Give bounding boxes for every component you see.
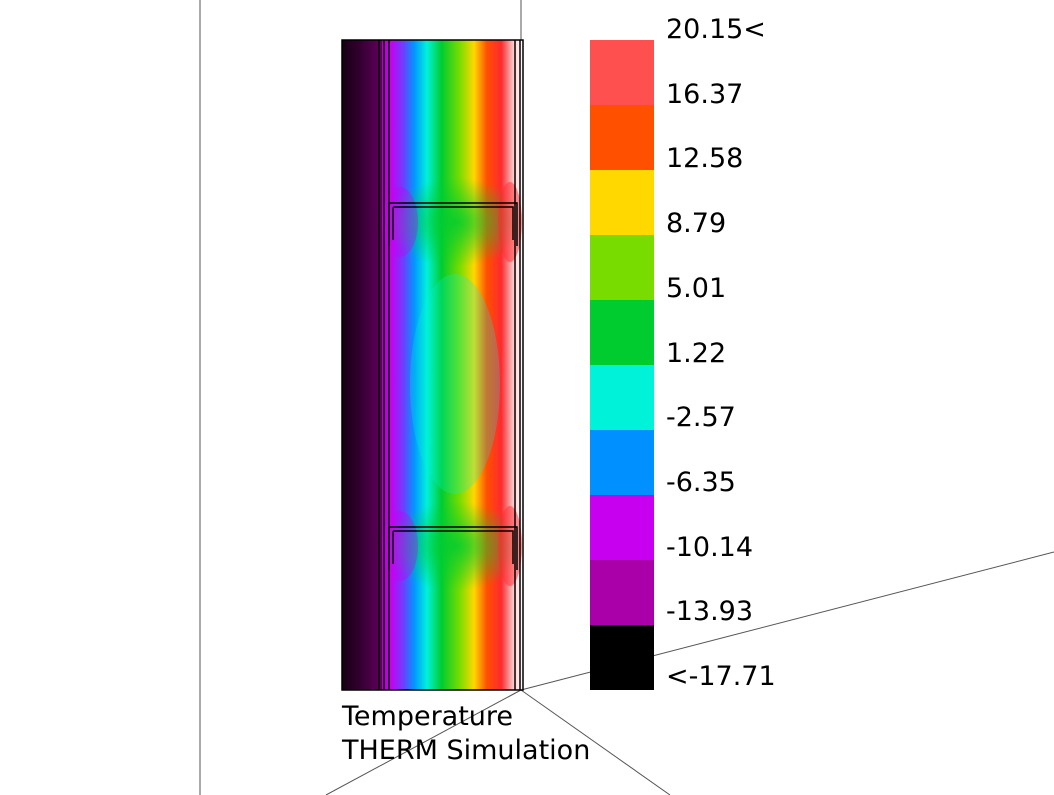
steel-stud-bottom [388,526,518,570]
temperature-field [342,40,525,690]
caption-subtitle: THERM Simulation [342,735,591,766]
legend-label: -2.57 [666,402,736,433]
legend-label: 5.01 [666,273,727,304]
legend-label: 8.79 [666,208,727,239]
legend-label: 1.22 [666,338,727,369]
legend-band [590,560,654,625]
legend-band [590,170,654,235]
legend-label: -13.93 [666,596,754,627]
legend-band [590,365,654,430]
legend-label: -10.14 [666,532,754,563]
legend-band [590,40,654,105]
legend-label: 20.15< [666,14,766,45]
legend-label: 12.58 [666,143,744,174]
assembly-outlines [341,39,524,691]
legend-band [590,625,654,690]
legend-band [590,495,654,560]
legend-band [590,430,654,495]
caption-title: Temperature [342,701,514,732]
legend-label: <-17.71 [666,661,776,692]
legend-label: 16.37 [666,79,744,110]
bridge-disturbance-top [385,177,525,267]
bridge-disturbance-bottom [385,501,525,591]
steel-stud-top [388,202,518,246]
legend-color-bar [590,40,654,690]
legend-band [590,105,654,170]
legend-band [590,300,654,365]
legend-band [590,235,654,300]
legend-label: -6.35 [666,467,736,498]
